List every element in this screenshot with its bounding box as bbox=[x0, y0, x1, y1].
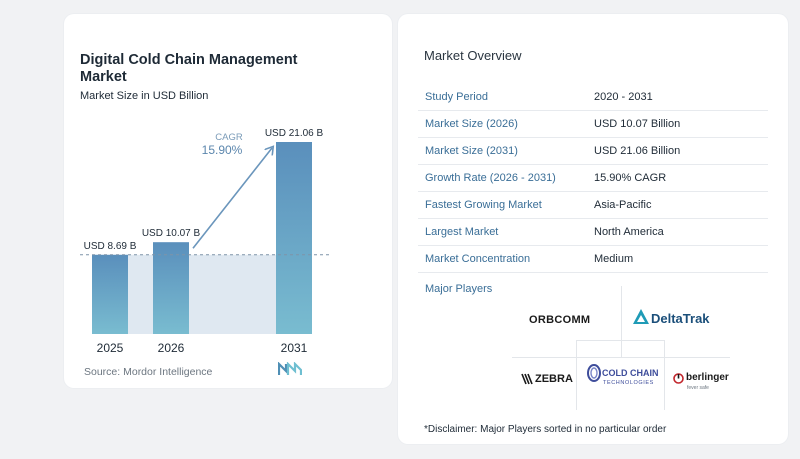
mordor-logo-icon bbox=[278, 362, 302, 375]
zebra-stripes-icon bbox=[521, 373, 533, 385]
overview-value: Asia-Pacific bbox=[594, 199, 652, 211]
overview-value: North America bbox=[594, 226, 664, 238]
data-label-2026: USD 10.07 B bbox=[142, 228, 201, 239]
overview-table: Study Period 2020 - 2031 Market Size (202… bbox=[418, 84, 768, 273]
players-divider bbox=[621, 286, 622, 358]
tick-label-2025: 2025 bbox=[97, 341, 124, 355]
bar-2025 bbox=[92, 254, 128, 334]
overview-key: Largest Market bbox=[425, 226, 499, 238]
overview-key: Market Concentration bbox=[425, 253, 531, 265]
disclaimer: *Disclaimer: Major Players sorted in no … bbox=[424, 424, 667, 435]
overview-value: Medium bbox=[594, 253, 634, 265]
cold-chain-subtext: TECHNOLOGIES bbox=[603, 380, 654, 386]
chart-subtitle: Market Size in USD Billion bbox=[80, 90, 209, 102]
deltatrak-triangle-icon bbox=[633, 309, 649, 324]
cagr-value: 15.90% bbox=[202, 143, 243, 157]
players-divider bbox=[664, 340, 665, 410]
major-players-title: Major Players bbox=[425, 283, 493, 295]
overview-value: 15.90% CAGR bbox=[594, 172, 667, 184]
overview-row: Market Size (2031) USD 21.06 Billion bbox=[418, 138, 768, 165]
deltatrak-logo: DeltaTrak bbox=[651, 311, 710, 326]
bar-2026 bbox=[153, 242, 189, 334]
overview-value: USD 10.07 Billion bbox=[594, 118, 681, 130]
overview-card bbox=[398, 14, 788, 444]
overview-row: Market Concentration Medium bbox=[418, 246, 768, 273]
tick-label-2026: 2026 bbox=[158, 341, 185, 355]
overview-row: Largest Market North America bbox=[418, 219, 768, 246]
players-divider bbox=[576, 340, 665, 341]
overview-value: 2020 - 2031 bbox=[594, 91, 653, 103]
overview-row: Market Size (2026) USD 10.07 Billion bbox=[418, 111, 768, 138]
overview-row: Fastest Growing Market Asia-Pacific bbox=[418, 192, 768, 219]
tick-label-2031: 2031 bbox=[281, 341, 308, 355]
overview-row: Study Period 2020 - 2031 bbox=[418, 84, 768, 111]
overview-key: Study Period bbox=[425, 91, 488, 103]
berlinger-mark-icon bbox=[673, 373, 684, 384]
berlinger-logo: berlinger bbox=[686, 372, 729, 383]
cagr-arrow bbox=[192, 148, 272, 249]
overview-title: Market Overview bbox=[424, 48, 522, 63]
source-note: Source: Mordor Intelligence bbox=[84, 366, 213, 378]
overview-key: Growth Rate (2026 - 2031) bbox=[425, 172, 556, 184]
overview-key: Fastest Growing Market bbox=[425, 199, 542, 211]
overview-key: Market Size (2026) bbox=[425, 118, 518, 130]
players-divider bbox=[512, 357, 730, 358]
overview-key: Market Size (2031) bbox=[425, 145, 518, 157]
orbcomm-logo: ORBCOMM bbox=[529, 314, 591, 326]
overview-value: USD 21.06 Billion bbox=[594, 145, 681, 157]
chart-title: Digital Cold Chain Management Market bbox=[80, 52, 298, 85]
data-label-2025: USD 8.69 B bbox=[84, 241, 137, 252]
cold-chain-logo: COLD CHAIN bbox=[602, 368, 659, 378]
cold-chain-swirl-icon bbox=[587, 364, 601, 382]
overview-row: Growth Rate (2026 - 2031) 15.90% CAGR bbox=[418, 165, 768, 192]
berlinger-subtext: fever safe bbox=[687, 385, 709, 391]
data-label-2031: USD 21.06 B bbox=[265, 128, 324, 139]
baseline-shade bbox=[128, 254, 276, 334]
cagr-label: CAGR bbox=[215, 132, 243, 143]
players-divider bbox=[576, 340, 577, 410]
bar-2031 bbox=[276, 142, 312, 334]
zebra-logo: ZEBRA bbox=[535, 373, 573, 385]
